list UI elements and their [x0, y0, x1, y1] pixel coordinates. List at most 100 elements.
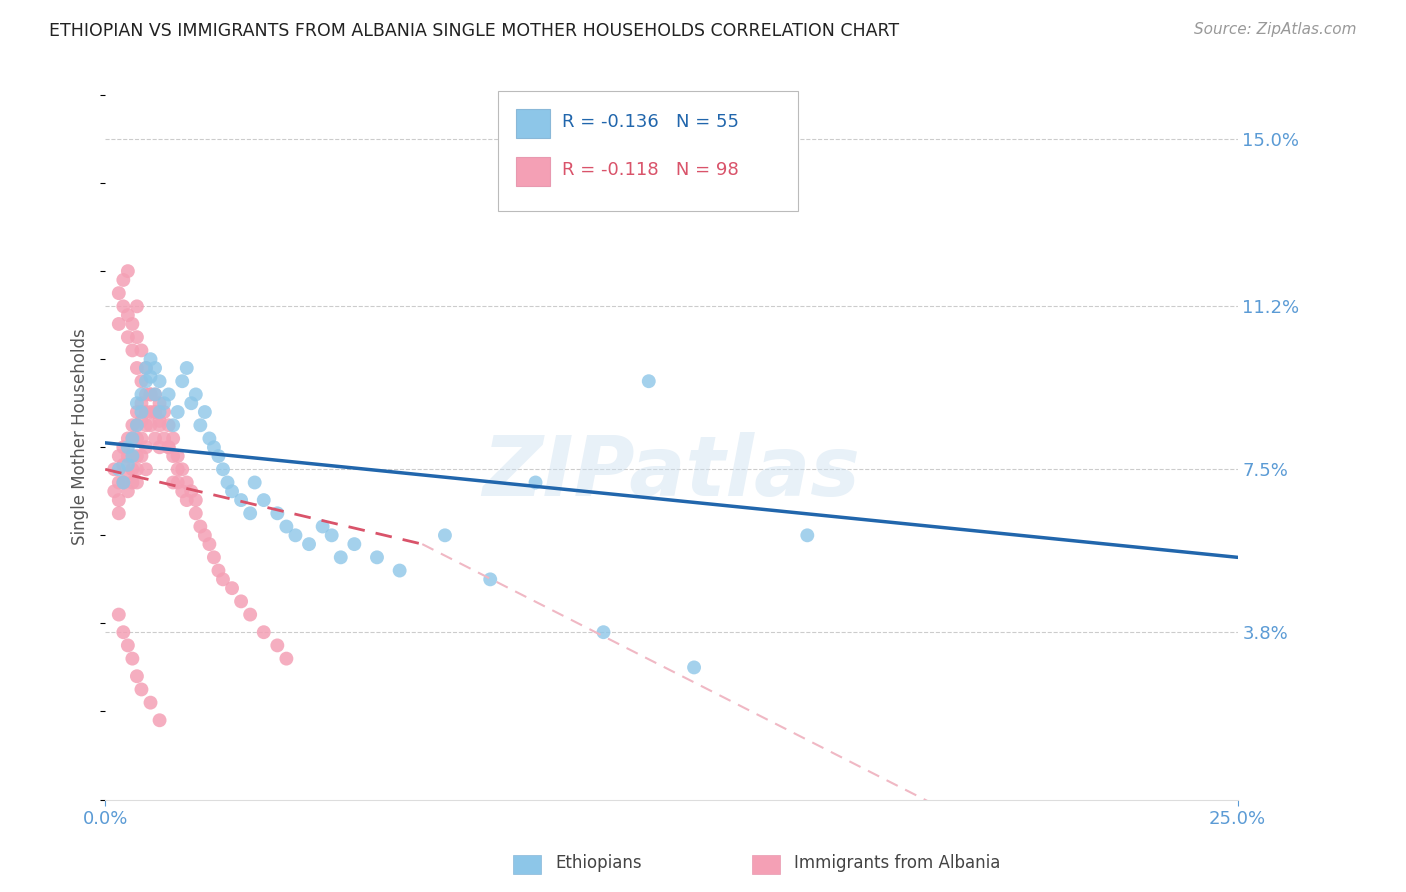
Point	[125, 475, 148, 490]
Point	[162, 432, 184, 446]
Point	[157, 387, 180, 401]
Point	[103, 484, 125, 499]
Point	[266, 639, 288, 653]
Point	[239, 506, 262, 520]
Point	[253, 493, 276, 508]
Point	[121, 317, 143, 331]
Point	[121, 462, 143, 476]
Point	[162, 418, 184, 433]
Point	[153, 396, 176, 410]
Point	[121, 432, 143, 446]
Point	[125, 361, 148, 376]
Point	[125, 330, 148, 344]
Point	[217, 475, 239, 490]
Point	[321, 528, 343, 542]
Point	[524, 475, 547, 490]
Point	[131, 343, 153, 358]
Point	[135, 387, 157, 401]
Point	[172, 484, 194, 499]
Point	[202, 440, 225, 454]
Point	[153, 405, 176, 419]
Bar	[516, 110, 550, 138]
Point	[131, 414, 153, 428]
Point	[194, 405, 217, 419]
Point	[112, 299, 135, 313]
Point	[184, 506, 207, 520]
FancyBboxPatch shape	[498, 91, 799, 211]
Point	[143, 405, 166, 419]
Point	[148, 374, 170, 388]
Point	[139, 352, 162, 367]
Point	[117, 639, 139, 653]
Point	[253, 625, 276, 640]
Point	[131, 374, 153, 388]
Point	[112, 273, 135, 287]
Point	[172, 374, 194, 388]
Point	[239, 607, 262, 622]
Point	[166, 475, 188, 490]
Point	[125, 396, 148, 410]
Point	[157, 440, 180, 454]
Point	[117, 308, 139, 322]
Point	[121, 432, 143, 446]
Point	[148, 440, 170, 454]
Point	[198, 537, 221, 551]
Point	[176, 361, 198, 376]
Point	[139, 405, 162, 419]
Point	[162, 449, 184, 463]
Point	[212, 573, 235, 587]
Point	[366, 550, 388, 565]
Point	[117, 432, 139, 446]
Point	[166, 462, 188, 476]
Point	[143, 361, 166, 376]
Point	[276, 519, 298, 533]
Point	[202, 550, 225, 565]
Point	[298, 537, 321, 551]
Point	[157, 418, 180, 433]
Point	[188, 418, 211, 433]
Point	[194, 528, 217, 542]
Point	[148, 396, 170, 410]
Text: Immigrants from Albania: Immigrants from Albania	[794, 855, 1001, 872]
Point	[107, 462, 129, 476]
Point	[166, 405, 188, 419]
Point	[135, 462, 157, 476]
Point	[796, 528, 818, 542]
Point	[180, 484, 202, 499]
Point	[135, 361, 157, 376]
Point	[683, 660, 706, 674]
Point	[131, 387, 153, 401]
Point	[121, 343, 143, 358]
Point	[243, 475, 266, 490]
Point	[112, 440, 135, 454]
Point	[221, 581, 243, 595]
Point	[388, 564, 411, 578]
Point	[107, 317, 129, 331]
Point	[121, 449, 143, 463]
Point	[125, 299, 148, 313]
Point	[131, 432, 153, 446]
Point	[139, 696, 162, 710]
Point	[135, 405, 157, 419]
Point	[139, 418, 162, 433]
Point	[148, 414, 170, 428]
Point	[135, 440, 157, 454]
Text: ETHIOPIAN VS IMMIGRANTS FROM ALBANIA SINGLE MOTHER HOUSEHOLDS CORRELATION CHART: ETHIOPIAN VS IMMIGRANTS FROM ALBANIA SIN…	[49, 22, 900, 40]
Point	[131, 682, 153, 697]
Point	[135, 361, 157, 376]
Point	[153, 432, 176, 446]
Point	[329, 550, 352, 565]
Point	[131, 449, 153, 463]
Point	[229, 493, 252, 508]
Point	[112, 458, 135, 472]
Point	[125, 669, 148, 683]
Text: R = -0.136   N = 55: R = -0.136 N = 55	[561, 113, 738, 131]
Point	[125, 432, 148, 446]
Point	[207, 564, 229, 578]
Point	[131, 405, 153, 419]
Point	[592, 625, 614, 640]
Point	[117, 264, 139, 278]
Point	[135, 374, 157, 388]
Point	[198, 432, 221, 446]
Point	[125, 405, 148, 419]
